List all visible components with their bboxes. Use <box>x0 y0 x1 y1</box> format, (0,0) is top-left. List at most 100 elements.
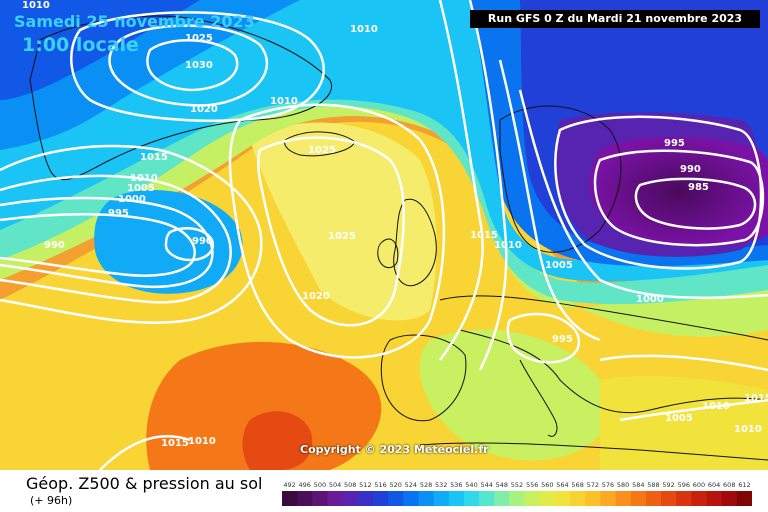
isobar-label-1015-a: 1015 <box>140 152 168 163</box>
legend-tick-label: 580 <box>617 481 629 489</box>
isobar-1015-south-contour <box>619 398 768 422</box>
legend-tick-label: 596 <box>678 481 690 489</box>
isobar-label-1005-b: 1005 <box>545 260 573 271</box>
legend-color-swatch <box>706 491 723 506</box>
coast-italy <box>519 359 558 437</box>
fill-deepblue-northwest <box>0 0 200 100</box>
coast-scandinavia <box>499 105 622 253</box>
isobar-label-1000-a: 1000 <box>118 194 146 205</box>
forecast-lead-time: (+ 96h) <box>30 494 73 507</box>
fill-skyblue-band <box>0 0 768 282</box>
fill-purple-low <box>589 136 768 247</box>
coast-ireland <box>377 238 399 269</box>
legend-tick-label: 516 <box>374 481 386 489</box>
legend-tick-label: 588 <box>647 481 659 489</box>
coast-europe <box>439 295 768 414</box>
fill-lightyellow-ridge <box>250 122 437 321</box>
legend-color-swatch <box>524 491 541 506</box>
legend-tick-label: 500 <box>314 481 326 489</box>
isobar-label-1010-f: 1010 <box>702 401 730 412</box>
legend-color-swatch <box>479 491 495 506</box>
legend-color-swatch <box>661 491 677 506</box>
isobar-label-1025-c: 1025 <box>328 231 356 242</box>
legend-color-swatch <box>388 491 404 506</box>
legend-tick-label: 592 <box>662 481 674 489</box>
isobars <box>0 0 768 470</box>
isobar-label-995-c: 995 <box>552 334 573 345</box>
isobar-label-1020-a: 1020 <box>190 104 218 115</box>
legend-color-swatch <box>357 491 374 506</box>
isobar-label-1005-a: 1005 <box>127 183 155 194</box>
legend-tick-label: 572 <box>587 481 599 489</box>
legend-tick-label: 544 <box>480 481 492 489</box>
isobar-label-1010-h: 1010 <box>188 436 216 447</box>
legend-color-swatch <box>403 491 419 506</box>
isobar-label-995-a: 995 <box>108 208 129 219</box>
isobar-1010-contour <box>0 174 232 304</box>
legend-tick-label: 528 <box>420 481 432 489</box>
legend-color-swatch <box>570 491 586 506</box>
isobar-label-990-a: 990 <box>44 240 65 251</box>
isobar-label-layer: 1010102510101030102010101015102510101005… <box>22 0 768 449</box>
legend-tick-label: 536 <box>450 481 462 489</box>
isobar-label-1030: 1030 <box>185 60 213 71</box>
isobar-1030-contour <box>146 39 239 92</box>
isobar-1010-east-contour <box>468 0 508 371</box>
legend-tick-label: 612 <box>738 481 750 489</box>
legend-color-swatch <box>342 491 359 506</box>
isobar-1020-contour <box>70 11 326 122</box>
isobar-995-south-contour <box>506 312 581 364</box>
isobar-990-contour <box>164 227 215 262</box>
forecast-time-title: 1:00 locale <box>22 34 139 56</box>
geopotential-map: 1010102510101030102010101015102510101005… <box>0 0 768 470</box>
isobar-label-1015-d: 1015 <box>161 438 189 449</box>
isobar-label-1020-b: 1020 <box>302 291 330 302</box>
isobar-label-985: 985 <box>688 182 709 193</box>
legend-tick-label: 608 <box>723 481 735 489</box>
legend-color-swatch <box>418 491 435 506</box>
legend-tick-label: 532 <box>435 481 447 489</box>
legend-color-swatch <box>494 491 510 506</box>
fill-red-southwest <box>242 411 313 470</box>
legend-color-swatch <box>282 491 298 506</box>
coast-africa <box>419 442 768 461</box>
fill-greenyellow-south <box>419 329 610 461</box>
isobar-995-east-contour <box>554 115 763 270</box>
model-run-info: Run GFS 0 Z du Mardi 21 novembre 2023 <box>470 10 760 28</box>
isobar-label-1015-b: 1015 <box>470 230 498 241</box>
legend-color-swatch <box>327 491 344 506</box>
legend-color-swatch <box>676 491 692 506</box>
legend-tick-label: 496 <box>299 481 311 489</box>
legend-color-swatch <box>736 491 752 506</box>
legend-color-swatch <box>615 491 632 506</box>
legend-color-swatch <box>554 491 571 506</box>
legend-tick-label: 560 <box>541 481 553 489</box>
legend-tick-label: 584 <box>632 481 644 489</box>
isobar-1005-east-contour <box>498 59 601 342</box>
coast-iceland <box>284 131 356 157</box>
isobar-label-995-b: 995 <box>664 138 685 149</box>
legend-color-swatch <box>297 491 313 506</box>
isobar-1000-contour <box>0 212 196 277</box>
isobar-1020-ridge-contour <box>228 103 446 359</box>
isobar-1025-contour <box>108 24 269 107</box>
legend-color-swatch <box>433 491 450 506</box>
legend-color-swatch <box>630 491 647 506</box>
isobar-label-990-c: 990 <box>680 164 701 175</box>
legend-tick-label: 604 <box>708 481 720 489</box>
map-parameter-title: Géop. Z500 & pression au sol <box>26 474 263 493</box>
copyright-notice: Copyright © 2023 Meteociel.fr <box>300 443 489 456</box>
isobar-label-1025-a: 1025 <box>185 33 213 44</box>
isobar-1005-contour <box>0 196 214 289</box>
coastlines <box>29 15 768 461</box>
isobar-label-1010-top: 1010 <box>22 0 50 11</box>
legend-color-swatch <box>463 491 480 506</box>
legend-color-swatch <box>448 491 465 506</box>
legend-tick-label: 576 <box>602 481 614 489</box>
legend-color-swatch <box>645 491 662 506</box>
isobar-label-1010-d: 1010 <box>130 173 158 184</box>
isobar-1010-south-contour <box>599 354 768 372</box>
legend-color-swatch <box>721 491 738 506</box>
isobar-1000-east-contour <box>518 89 768 300</box>
